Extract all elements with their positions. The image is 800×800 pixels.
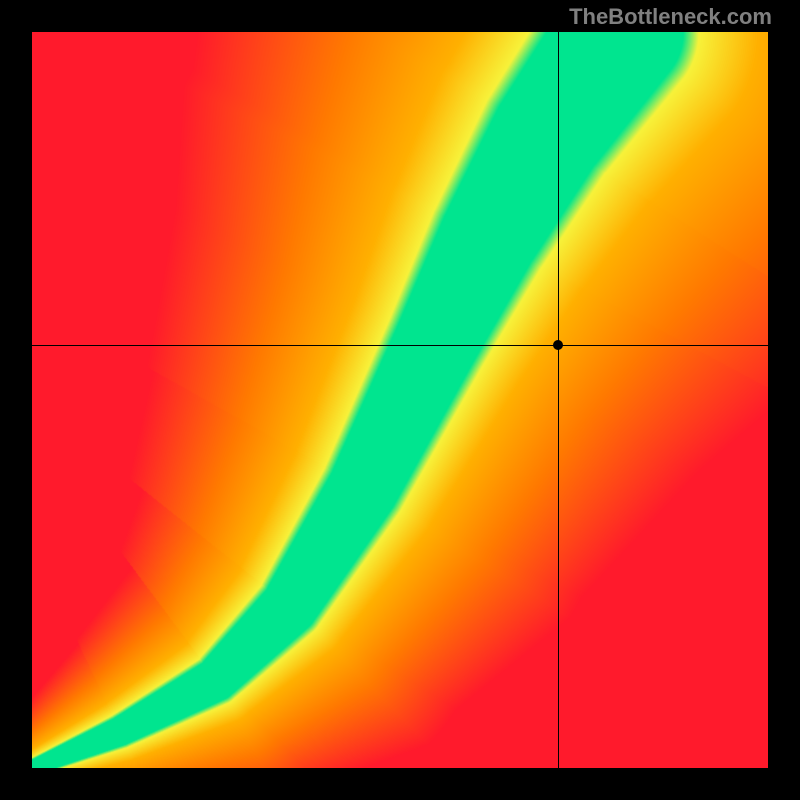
crosshair-horizontal bbox=[32, 345, 768, 346]
plot-area bbox=[32, 32, 768, 768]
chart-container: TheBottleneck.com bbox=[0, 0, 800, 800]
crosshair-marker bbox=[553, 340, 563, 350]
heatmap-canvas bbox=[32, 32, 768, 768]
crosshair-vertical bbox=[558, 32, 559, 768]
watermark-text: TheBottleneck.com bbox=[569, 4, 772, 30]
